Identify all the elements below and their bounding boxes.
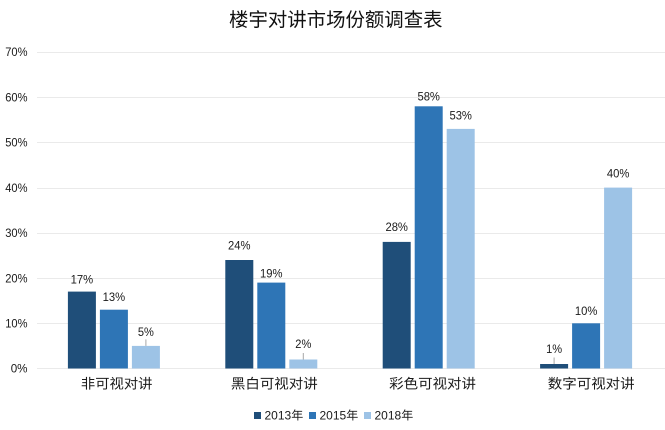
svg-text:24%: 24% [228,239,251,253]
svg-text:53%: 53% [449,108,472,122]
svg-text:30%: 30% [5,226,28,240]
svg-text:非可视对讲: 非可视对讲 [81,373,153,393]
svg-text:2015年: 2015年 [320,409,359,423]
svg-text:5%: 5% [138,325,154,339]
svg-text:28%: 28% [385,220,408,234]
svg-text:40%: 40% [607,167,630,181]
svg-text:数字可视对讲: 数字可视对讲 [548,373,635,393]
svg-text:10%: 10% [575,304,598,318]
svg-text:2013年: 2013年 [265,409,304,423]
svg-text:楼宇对讲市场份额调查表: 楼宇对讲市场份额调查表 [229,4,443,33]
svg-text:50%: 50% [5,136,28,150]
svg-text:19%: 19% [260,267,283,281]
svg-text:17%: 17% [71,273,94,287]
svg-text:20%: 20% [5,271,28,285]
svg-text:2%: 2% [295,337,311,351]
svg-text:1%: 1% [546,342,562,356]
svg-text:40%: 40% [5,181,28,195]
svg-text:2018年: 2018年 [375,409,414,423]
svg-text:58%: 58% [417,89,440,103]
svg-text:70%: 70% [5,45,28,59]
svg-text:黑白可视对讲: 黑白可视对讲 [231,373,318,393]
svg-text:0%: 0% [11,362,28,376]
svg-text:彩色可视对讲: 彩色可视对讲 [389,373,476,393]
svg-text:13%: 13% [103,290,126,304]
svg-text:10%: 10% [5,317,28,331]
svg-text:60%: 60% [5,90,28,104]
